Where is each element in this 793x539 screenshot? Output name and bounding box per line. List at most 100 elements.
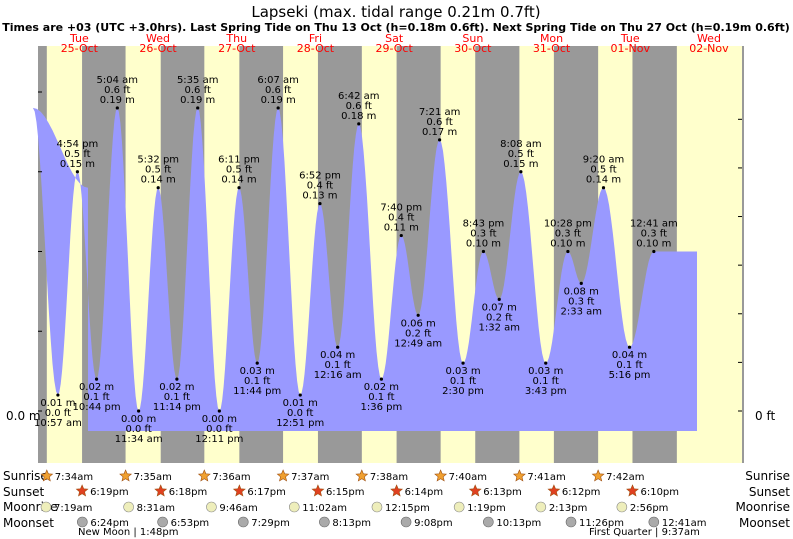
day-name-label: Thu [225,32,247,45]
sunset-icon [75,484,89,497]
moonset-icon [565,516,577,528]
low-tide-metres: 0.07 m [482,302,517,313]
day-date-label: 30-Oct [454,42,492,55]
low-tide-time: 10:44 pm [72,402,120,413]
high-tide-feet: 0.3 ft [470,229,496,240]
day-date-label: 28-Oct [297,42,335,55]
high-tide-feet: 0.6 ft [104,85,130,96]
moonrise-time: 2:13pm [549,503,588,514]
tide-extreme-marker [461,361,465,365]
high-tide-feet: 0.6 ft [426,117,452,128]
high-tide-time: 6:52 pm [299,171,341,182]
tide-extreme-marker [175,377,179,381]
sunrise-icon [355,469,369,482]
low-tide-metres: 0.02 m [79,382,114,393]
moonset-time: 10:13pm [496,518,541,529]
sunrise-icon [119,469,133,482]
high-tide-metres: 0.15 m [60,159,95,170]
day-name-label: Wed [146,32,170,45]
tide-extreme-marker [497,297,501,301]
tide-extreme-marker [156,186,160,190]
low-tide-feet: 0.1 ft [324,360,350,371]
high-tide-time: 12:41 am [630,219,678,230]
sunrise-time: 7:40am [449,472,487,483]
low-tide-time: 3:43 pm [525,386,567,397]
high-tide-metres: 0.14 m [141,175,176,186]
sunset-icon [311,484,325,497]
high-tide-metres: 0.11 m [384,223,419,234]
moonset-icon [319,516,330,528]
chart-right-edge [742,46,744,463]
tide-extreme-marker [75,170,80,174]
day-name-label: Mon [540,32,563,45]
sunset-icon [232,484,246,497]
day-date-label: 31-Oct [533,42,571,55]
moonset-time: 12:41am [662,518,707,529]
low-tide-feet: 0.1 ft [244,376,270,387]
low-tide-feet: 0.1 ft [533,376,559,387]
sunrise-time: 7:41am [527,472,565,483]
sunset-time: 6:17pm [247,487,286,498]
tide-extreme-marker [357,122,361,126]
low-tide-metres: 0.04 m [320,350,355,361]
high-tide-metres: 0.14 m [221,175,256,186]
high-tide-feet: 0.4 ft [307,181,333,192]
tide-extreme-marker [601,186,606,190]
sunrise-time: 7:35am [134,472,172,483]
high-tide-metres: 0.19 m [261,95,296,106]
low-tide-metres: 0.03 m [445,366,480,377]
tide-extreme-marker [137,409,141,413]
moonrise-icon [123,501,134,513]
tide-area [32,107,697,432]
moonrise-icon [40,501,52,513]
low-tide-feet: 0.3 ft [568,296,594,307]
tide-extreme-marker [481,249,486,254]
tide-extreme-marker [196,106,200,110]
high-tide-metres: 0.15 m [503,159,538,170]
tide-extreme-marker [544,361,548,365]
tide-extreme-marker [94,377,99,381]
low-tide-feet: 0.1 ft [83,392,109,403]
moonset-icon [483,516,494,528]
high-tide-feet: 0.5 ft [590,165,616,176]
high-tide-time: 4:54 pm [57,139,99,150]
low-tide-time: 2:30 pm [442,386,484,397]
moonrise-icon [616,501,628,513]
day-date-label: 29-Oct [376,42,414,55]
sunrise-time: 7:37am [291,472,329,483]
low-tide-time: 2:33 am [561,306,603,317]
sunrise-time: 7:36am [212,472,250,483]
low-tide-feet: 0.2 ft [405,328,431,339]
day-date-label: 02-Nov [689,42,729,55]
sunset-icon [547,484,561,497]
moonset-row-label-right: Moonset [739,516,790,530]
sunset-icon [468,484,482,497]
moonrise-row-label-right: Moonrise [735,500,790,514]
high-tide-feet: 0.5 ft [145,165,171,176]
moonset-time: 6:24pm [90,518,129,529]
low-tide-time: 12:11 pm [195,434,243,445]
low-tide-time: 10:57 am [34,418,82,429]
sunrise-time: 7:38am [370,472,408,483]
chart-title: Lapseki (max. tidal range 0.21m 0.7ft) [251,3,540,21]
sunset-row-label-left: Sunset [3,485,44,499]
high-tide-time: 6:11 pm [218,155,260,166]
high-tide-feet: 0.6 ft [185,85,211,96]
moonset-icon [400,516,412,528]
moonset-time: 7:29pm [251,518,290,529]
moonrise-icon [206,501,217,513]
low-tide-metres: 0.03 m [528,366,563,377]
low-tide-metres: 0.00 m [121,414,156,425]
tide-extreme-marker [416,313,420,317]
chart-subtitle: Times are +03 (UTC +3.0hrs). Last Spring… [2,21,790,34]
tide-extreme-marker [399,233,403,238]
moonrise-time: 2:56pm [630,503,669,514]
sunrise-time: 7:42am [606,472,644,483]
high-tide-metres: 0.13 m [302,191,337,202]
tide-extreme-marker [115,106,119,110]
sunset-icon [626,484,639,497]
high-tide-metres: 0.10 m [550,239,585,250]
low-tide-time: 12:49 am [394,338,442,349]
